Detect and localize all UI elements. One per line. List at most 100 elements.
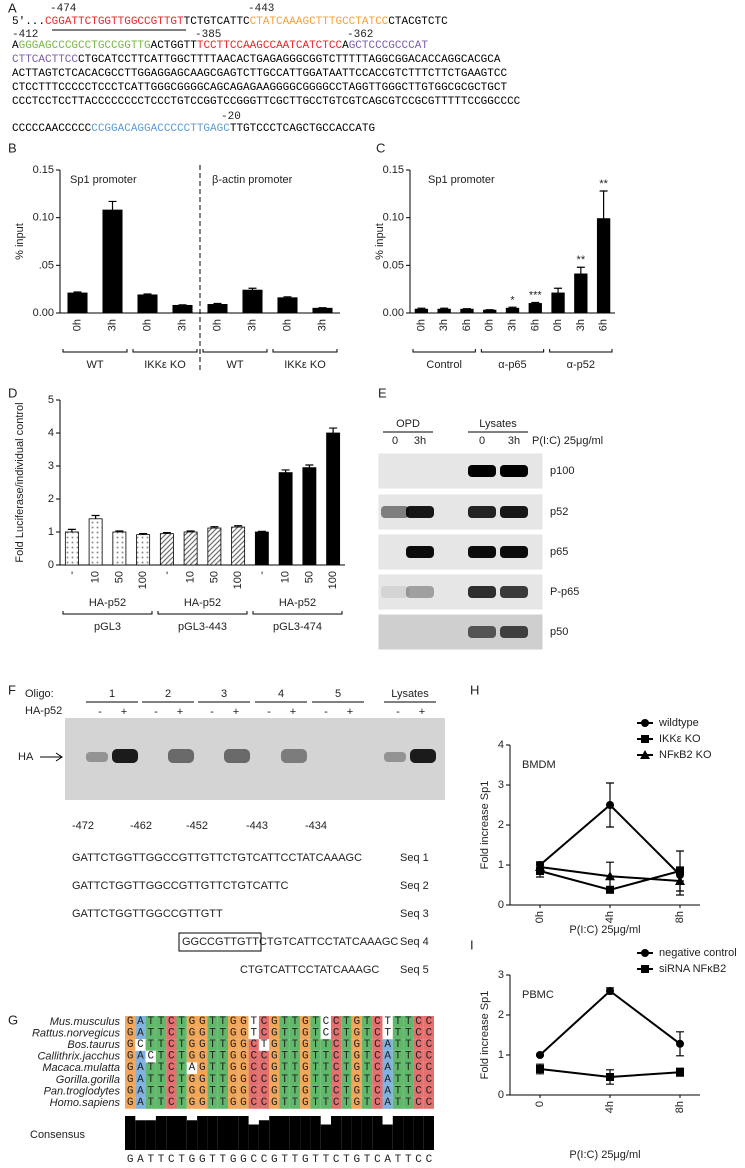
y-tick-label: 3 [498,969,504,981]
alignment-cell [423,1050,434,1063]
x-tick-label: 6h [529,319,541,331]
consensus-bar [289,1116,301,1150]
x-tick-label: 4h [604,1101,616,1113]
blot-band [381,586,409,598]
consensus-bar [372,1116,383,1150]
sequence-line: CCCCCAACCCCCCCGGACAGGACCCCCTTGAGCTTGTCCC… [12,123,375,135]
alignment-cell [382,1027,393,1040]
oligo-sequence: GATTCTGGTTGGCCGTTGTT [72,908,223,920]
alignment-cell [300,1085,311,1098]
alignment-cell [197,1074,208,1086]
oligo-number: 1 [109,688,115,700]
alignment-cell [248,1016,259,1028]
bar [242,289,263,314]
x-tick-label: 0 [534,1101,546,1107]
x-tick-label: 6h [461,319,473,331]
blot-band [500,506,528,518]
x-tick-label: 50 [208,571,220,583]
alignment-cell [197,1050,208,1063]
species-sequence: GCTTCTGGTTGGCTGTTGTTCTGTCATTCC [127,1039,436,1051]
alignment-cell [176,1097,187,1109]
x-tick-label: 3h [177,319,189,331]
alignment-cell [300,1050,311,1063]
consensus-bar [269,1116,280,1150]
blot-header: Lysates [479,418,517,430]
position-label: -462 [130,820,152,832]
alignment-cell [166,1050,177,1063]
alignment-cell [269,1050,280,1063]
alignment-cell [176,1050,187,1063]
sign-label: + [419,706,425,718]
alignment-cell [372,1097,383,1109]
y-tick-label: 4 [498,739,504,751]
alignment-cell [413,1027,424,1040]
y-tick-label: 3 [498,779,504,791]
sequence-segment: A [12,40,19,52]
alignment-cell [372,1074,383,1086]
alignment-cell [392,1039,404,1051]
position-label: -452 [186,820,208,832]
alignment-cell [207,1097,218,1109]
alignment-cell [248,1027,259,1040]
species-name: Pan.troglodytes [44,1085,121,1097]
alignment-cell [331,1039,342,1051]
alignment-cell [392,1074,404,1086]
group-bracket [412,349,476,353]
error-bar [139,533,148,535]
species-name: Gorilla.gorilla [56,1074,120,1086]
alignment-cell [228,1050,239,1063]
alignment-cell [166,1016,177,1028]
sign-label: + [177,706,183,718]
species-sequence: GATTCTGGTTGGCCGTTGTTCTGTCATTCC [127,1085,436,1097]
alignment-cell [238,1016,249,1028]
alignment-cell [197,1039,208,1051]
x-tick-label: 3h [575,319,587,331]
alignment-cell [207,1074,218,1086]
x-tick-label: 3h [247,319,259,331]
alignment-cell [217,1027,228,1040]
panel-label: I [470,938,474,953]
legend-label: NFκB2 KO [659,749,712,761]
group-label: pGL3-474 [273,621,322,633]
alignment-cell [186,1085,198,1098]
y-axis-label: Fold increase Sp1 [479,781,491,870]
alignment-cell [125,1016,136,1028]
alignment-cell [145,1097,156,1109]
marker [675,876,685,885]
species-name: Callithrix.jacchus [37,1051,120,1063]
alignment-cell [145,1062,156,1074]
annotation: β-actin promoter [212,174,293,186]
alignment-cell [166,1027,177,1040]
species-name: Macaca.mulatta [42,1062,120,1074]
bar [528,303,542,314]
blot-band [406,586,434,598]
alignment-cell [320,1074,331,1086]
alignment-cell [207,1062,218,1074]
alignment-cell [351,1085,362,1098]
alignment-cell [197,1016,208,1028]
consensus-bar [279,1116,290,1150]
alignment-cell [392,1027,404,1040]
sequence-segment: TTGTCCCTCAGCTGCCACCATG [230,123,375,135]
alignment-cell [135,1016,146,1028]
y-axis-label: Fold Luciferase/individual control [14,402,26,562]
alignment-cell [145,1027,156,1040]
blot-band [381,506,409,518]
species-sequence: GATTCTGGTTGGTCGTTGTCCTGTCTTTCC [127,1027,436,1039]
oligo-label: Oligo: [25,688,54,700]
oligo-sequence: GGCCGTTGTTCTGTCATTCCTATCAAAGC [182,936,398,948]
alignment-cell [423,1074,434,1086]
blot-band [468,626,496,638]
alignment-cell [361,1027,373,1040]
alignment-cell [392,1062,404,1074]
alignment-cell [331,1050,342,1063]
alignment-cell [238,1085,249,1098]
alignment-cell [279,1050,290,1063]
alignment-cell [125,1027,136,1040]
error-bar [210,526,219,529]
alignment-cell [176,1027,187,1040]
x-tick-label: - [66,571,78,575]
sequence-line: ACTTAGTCTCACACGCCTTGGAGGAGCAAGCGAGTCTTGC… [12,68,507,80]
alignment-cell [217,1097,228,1109]
alignment-cell [382,1062,393,1074]
